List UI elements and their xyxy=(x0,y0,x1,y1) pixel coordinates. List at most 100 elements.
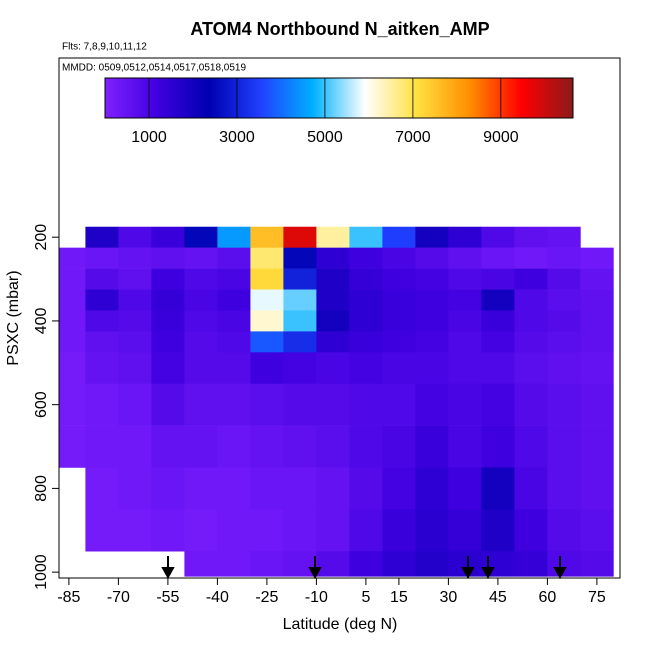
heat-cell xyxy=(151,310,185,332)
heat-cell xyxy=(580,509,614,552)
heat-cell xyxy=(283,383,317,426)
heat-cell xyxy=(316,289,350,311)
heat-cell xyxy=(481,352,515,385)
y-tick-label: 200 xyxy=(33,224,50,251)
heat-cell xyxy=(85,310,119,332)
heat-cell xyxy=(118,268,152,290)
heat-cell xyxy=(118,425,152,468)
heat-cell xyxy=(514,383,548,426)
heat-cell xyxy=(85,331,119,353)
heat-cell xyxy=(547,268,581,290)
heat-cell xyxy=(349,551,383,577)
heat-cell xyxy=(382,509,416,552)
heat-cell xyxy=(382,551,416,577)
heat-cell xyxy=(118,247,152,269)
heat-cell xyxy=(415,268,449,290)
heat-cell xyxy=(514,310,548,332)
heat-cell xyxy=(118,509,152,552)
heat-cell xyxy=(349,289,383,311)
heat-cell xyxy=(316,425,350,468)
heat-cell xyxy=(151,467,185,510)
heat-cell xyxy=(151,289,185,311)
x-tick-label: 60 xyxy=(539,589,557,606)
heat-cell xyxy=(316,383,350,426)
heatmap xyxy=(59,226,614,577)
chart-title: ATOM4 Northbound N_aitken_AMP xyxy=(190,19,489,39)
heat-cell xyxy=(514,467,548,510)
heat-cell xyxy=(580,247,614,269)
heat-cell xyxy=(118,467,152,510)
heat-cell xyxy=(217,467,251,510)
heat-cell xyxy=(59,268,86,290)
heat-cell xyxy=(415,310,449,332)
heat-cell xyxy=(547,247,581,269)
colorbar-tick-label: 1000 xyxy=(131,129,167,146)
heat-cell xyxy=(448,509,482,552)
heat-cell xyxy=(514,247,548,269)
heat-cell xyxy=(580,289,614,311)
heat-cell xyxy=(547,467,581,510)
heat-cell xyxy=(250,352,284,385)
x-tick-label: -70 xyxy=(107,589,130,606)
heat-cell xyxy=(250,226,284,248)
heat-cell xyxy=(316,310,350,332)
heat-cell xyxy=(151,268,185,290)
heat-cell xyxy=(514,551,548,577)
x-tick-label: -40 xyxy=(206,589,229,606)
heat-cell xyxy=(349,352,383,385)
heat-cell xyxy=(415,226,449,248)
heat-cell xyxy=(217,289,251,311)
heat-cell xyxy=(151,383,185,426)
heat-cell xyxy=(514,352,548,385)
heat-cell xyxy=(349,310,383,332)
heat-cell xyxy=(151,331,185,353)
heat-cell xyxy=(283,310,317,332)
x-tick-label: 45 xyxy=(489,589,507,606)
heat-cell xyxy=(448,310,482,332)
heat-cell xyxy=(184,425,218,468)
y-tick-label: 600 xyxy=(33,391,50,418)
heat-cell xyxy=(59,331,86,353)
heat-cell xyxy=(448,467,482,510)
heat-cell xyxy=(118,310,152,332)
heat-cell xyxy=(85,268,119,290)
heat-cell xyxy=(580,310,614,332)
heat-cell xyxy=(217,509,251,552)
heat-cell xyxy=(415,289,449,311)
heat-cell xyxy=(283,467,317,510)
colorbar xyxy=(104,77,574,119)
heat-cell xyxy=(250,551,284,577)
heat-cell xyxy=(283,425,317,468)
heat-cell xyxy=(580,352,614,385)
heat-cell xyxy=(382,467,416,510)
heat-cell xyxy=(184,467,218,510)
heat-cell xyxy=(59,383,86,426)
heat-cell xyxy=(283,247,317,269)
heat-cell xyxy=(184,268,218,290)
heat-cell xyxy=(217,310,251,332)
heat-cell xyxy=(382,247,416,269)
heat-cell xyxy=(481,226,515,248)
heat-cell xyxy=(118,383,152,426)
heat-cell xyxy=(151,352,185,385)
heat-cell xyxy=(382,331,416,353)
heat-cell xyxy=(85,289,119,311)
heat-cell xyxy=(448,226,482,248)
heat-cell xyxy=(580,551,614,577)
heat-cell xyxy=(481,268,515,290)
heat-cell xyxy=(382,425,416,468)
heat-cell xyxy=(481,467,515,510)
heat-cell xyxy=(547,551,581,577)
heat-cell xyxy=(382,352,416,385)
x-tick-label: -10 xyxy=(305,589,328,606)
heat-cell xyxy=(118,226,152,248)
x-tick-label: -25 xyxy=(255,589,278,606)
heat-cell xyxy=(547,509,581,552)
heat-cell xyxy=(415,352,449,385)
heat-cell xyxy=(217,352,251,385)
heat-cell xyxy=(250,289,284,311)
heat-cell xyxy=(184,509,218,552)
heat-cell xyxy=(448,247,482,269)
heat-cell xyxy=(514,289,548,311)
heat-cell xyxy=(415,383,449,426)
